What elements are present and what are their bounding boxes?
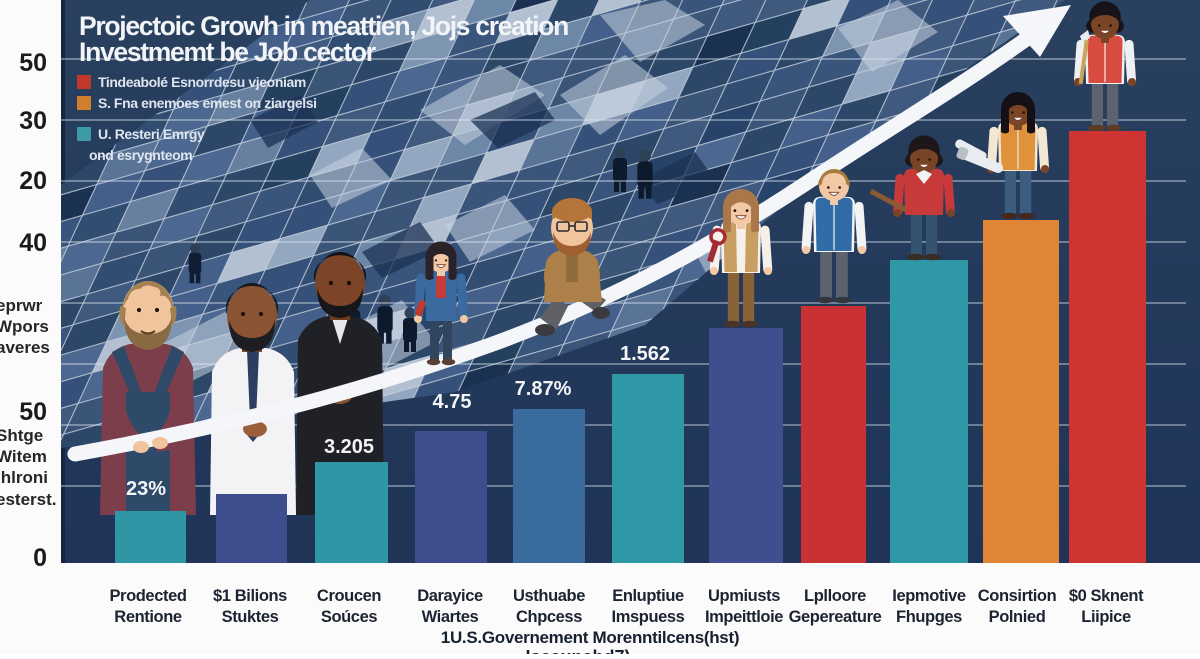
svg-text:1.562: 1.562: [620, 343, 670, 365]
svg-text:Fhupges: Fhupges: [896, 608, 962, 626]
svg-text:0: 0: [33, 544, 47, 572]
svg-text:Soúces: Soúces: [321, 608, 378, 626]
svg-text:Croucen: Croucen: [317, 587, 381, 605]
svg-text:Wpors: Wpors: [0, 317, 49, 336]
svg-text:ond esrygnteom: ond esrygnteom: [89, 147, 192, 163]
svg-text:Investmemt be Job cector: Investmemt be Job cector: [79, 37, 376, 67]
svg-text:3.205: 3.205: [324, 436, 374, 458]
svg-text:averes: averes: [0, 338, 50, 357]
svg-text:Shtge: Shtge: [0, 426, 43, 445]
svg-text:S. Fna enemoes emest on ziarge: S. Fna enemoes emest on ziargelsi: [98, 95, 317, 111]
svg-text:Iseaunahd7): Iseaunahd7): [525, 647, 630, 654]
svg-text:$0 Sknent: $0 Sknent: [1069, 587, 1144, 605]
svg-text:Chpcess: Chpcess: [516, 608, 582, 626]
svg-text:U. Resteri Emrgy: U. Resteri Emrgy: [98, 126, 205, 142]
svg-text:Imspuess: Imspuess: [612, 608, 685, 626]
svg-text:31.231: 31.231: [218, 463, 279, 485]
svg-text:Lplloore: Lplloore: [804, 587, 866, 605]
svg-text:Witem: Witem: [0, 447, 47, 466]
svg-text:Gepereature: Gepereature: [789, 608, 882, 626]
svg-text:4.75: 4.75: [433, 391, 472, 413]
svg-text:Prodected: Prodected: [109, 587, 186, 605]
svg-text:Tindeabolé Esnorrdesu vjeoniam: Tindeabolé Esnorrdesu vjeoniam: [98, 74, 306, 90]
svg-text:23%: 23%: [126, 478, 166, 500]
svg-text:50: 50: [19, 49, 47, 77]
svg-text:Polnied: Polnied: [989, 608, 1046, 626]
svg-text:40: 40: [19, 229, 47, 257]
svg-text:Stuktes: Stuktes: [222, 608, 279, 626]
svg-text:eprwr: eprwr: [0, 296, 43, 315]
svg-text:1U.S.Governement Morenntilcens: 1U.S.Governement Morenntilcens(hst): [441, 628, 739, 647]
svg-text:Projectoic Growh in meattien,: Projectoic Growh in meattien, Jojs creat…: [79, 11, 568, 41]
svg-text:20: 20: [19, 167, 47, 195]
svg-text:Iepmotive: Iepmotive: [892, 587, 966, 605]
svg-text:$1 Bilions: $1 Bilions: [213, 587, 287, 605]
svg-text:Impeittloie: Impeittloie: [705, 608, 783, 626]
svg-text:Upmiusts: Upmiusts: [708, 587, 780, 605]
svg-text:Darayice: Darayice: [417, 587, 483, 605]
svg-text:50: 50: [19, 398, 47, 426]
svg-text:esterst.: esterst.: [0, 490, 56, 509]
svg-text:Wiartes: Wiartes: [422, 608, 479, 626]
svg-text:ihlroni: ihlroni: [0, 468, 48, 487]
svg-text:Enluptiue: Enluptiue: [612, 587, 684, 605]
svg-text:Usthuabe: Usthuabe: [513, 587, 585, 605]
svg-text:Rentione: Rentione: [114, 608, 182, 626]
svg-text:7.87%: 7.87%: [515, 378, 572, 400]
svg-text:Consirtion: Consirtion: [978, 587, 1057, 605]
svg-text:Liipice: Liipice: [1081, 608, 1131, 626]
svg-text:30: 30: [19, 107, 47, 135]
